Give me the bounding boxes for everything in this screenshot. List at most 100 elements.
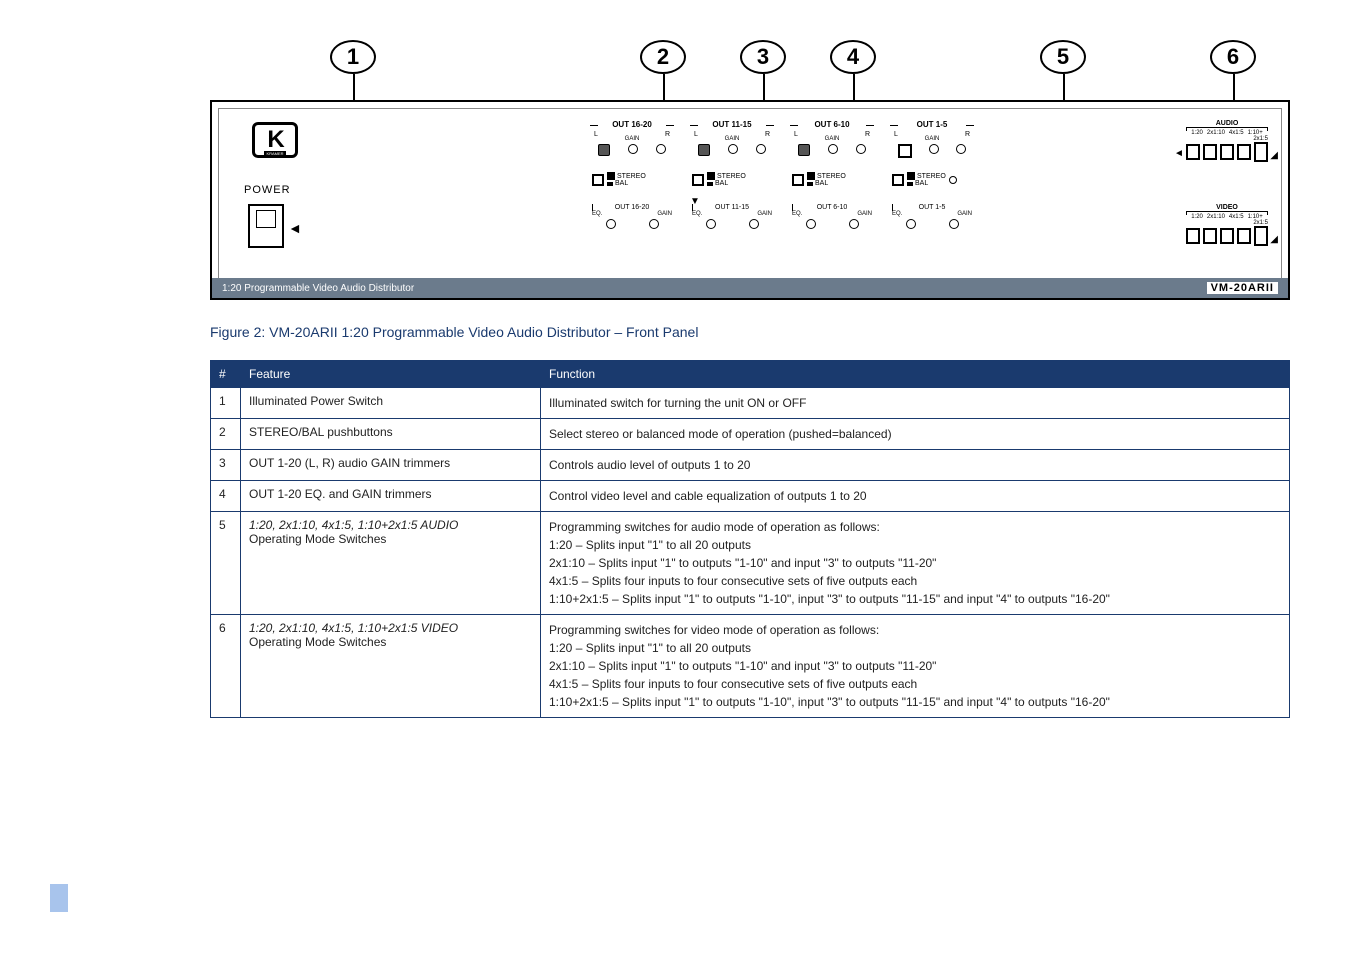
row-num: 3: [211, 450, 241, 481]
callout-bubble: 3: [740, 40, 786, 74]
mode-switch[interactable]: [1186, 144, 1200, 160]
mode-switch[interactable]: [1254, 226, 1268, 246]
gain-trimmer[interactable]: [698, 144, 710, 156]
bal-icon: [907, 182, 913, 186]
indicator-icon: [949, 176, 957, 184]
features-table: # Feature Function 1Illuminated Power Sw…: [210, 360, 1290, 718]
power-arrow-icon: ◄: [288, 220, 302, 236]
stereo-bal-group: STEREOBAL: [592, 168, 672, 187]
mode-switch[interactable]: [1220, 144, 1234, 160]
table-row: 4OUT 1-20 EQ. and GAIN trimmersControl v…: [211, 481, 1290, 512]
gain-trimmer[interactable]: [929, 144, 939, 154]
gain-trimmer[interactable]: [728, 144, 738, 154]
gain-trimmer[interactable]: [756, 144, 766, 154]
stereo-icon: [907, 172, 915, 180]
row-feature: Illuminated Power Switch: [241, 388, 541, 419]
col-function: Function: [541, 361, 1290, 388]
bal-icon: [807, 182, 813, 186]
callout-bubble: 4: [830, 40, 876, 74]
stereo-bal-button[interactable]: [692, 174, 704, 186]
video-out-group: OUT 6-10EQ.GAIN: [792, 204, 872, 229]
row-function: Controls audio level of outputs 1 to 20: [541, 450, 1290, 481]
mode-switch[interactable]: [1220, 228, 1234, 244]
gain-trimmer[interactable]: [956, 144, 966, 154]
stereo-icon: [707, 172, 715, 180]
table-row: 51:20, 2x1:10, 4x1:5, 1:10+2x1:5 AUDIOOp…: [211, 512, 1290, 615]
callout-4: 4: [830, 40, 876, 74]
row-function: Control video level and cable equalizati…: [541, 481, 1290, 512]
row-feature: OUT 1-20 (L, R) audio GAIN trimmers: [241, 450, 541, 481]
gain-trimmer[interactable]: [598, 144, 610, 156]
stereo-icon: [807, 172, 815, 180]
row-num: 2: [211, 419, 241, 450]
mode-switch[interactable]: [1203, 144, 1217, 160]
stereo-bal-button[interactable]: [592, 174, 604, 186]
mode-switch[interactable]: [1203, 228, 1217, 244]
callout-bubble: 2: [640, 40, 686, 74]
mode-switch[interactable]: [1237, 144, 1251, 160]
model-name: VM-20ARII: [1207, 282, 1278, 294]
side-decoration: [50, 884, 68, 912]
arrow-icon: ◄: [1174, 148, 1184, 159]
figure-caption: Figure 2: VM-20ARII 1:20 Programmable Vi…: [210, 324, 1295, 340]
callout-bubble: 1: [330, 40, 376, 74]
gain-trimmer[interactable]: [828, 144, 838, 154]
eq-trimmer[interactable]: [806, 219, 816, 229]
callout-5: 5: [1040, 40, 1086, 74]
video-out-group: OUT 1-5EQ.GAIN: [892, 204, 972, 229]
arrow-icon: ◢: [1270, 234, 1278, 245]
stereo-bal-button[interactable]: [892, 174, 904, 186]
stereo-icon: [607, 172, 615, 180]
gain-trimmer[interactable]: [628, 144, 638, 154]
table-row: 1Illuminated Power SwitchIlluminated swi…: [211, 388, 1290, 419]
stereo-bal-group: STEREOBAL: [692, 168, 772, 187]
gain-trimmer[interactable]: [856, 144, 866, 154]
table-row: 3OUT 1-20 (L, R) audio GAIN trimmersCont…: [211, 450, 1290, 481]
row-feature: OUT 1-20 EQ. and GAIN trimmers: [241, 481, 541, 512]
col-num: #: [211, 361, 241, 388]
row-num: 5: [211, 512, 241, 615]
row-num: 6: [211, 615, 241, 718]
gain-trimmer[interactable]: [656, 144, 666, 154]
stereo-bal-button[interactable]: [792, 174, 804, 186]
power-switch[interactable]: [248, 204, 284, 248]
callout-bubble: 5: [1040, 40, 1086, 74]
row-function: Illuminated switch for turning the unit …: [541, 388, 1290, 419]
mode-switch[interactable]: [1237, 228, 1251, 244]
row-function: Select stereo or balanced mode of operat…: [541, 419, 1290, 450]
video-out-group: OUT 16-20EQ.GAIN: [592, 204, 672, 229]
eq-trimmer[interactable]: [906, 219, 916, 229]
row-function: Programming switches for audio mode of o…: [541, 512, 1290, 615]
audio-out-group: OUT 1-5LRGAIN: [892, 120, 972, 158]
eq-trimmer[interactable]: [706, 219, 716, 229]
eq-trimmer[interactable]: [606, 219, 616, 229]
stereo-bal-group: STEREOBAL: [792, 168, 872, 187]
callout-bubble: 6: [1210, 40, 1256, 74]
audio-out-group: OUT 11-15LRGAIN: [692, 120, 772, 156]
callout-row: 1 2 3 4 5 6: [210, 40, 1275, 100]
video-out-group: OUT 11-15EQ.GAIN: [692, 204, 772, 229]
audio-out-group: OUT 6-10LRGAIN: [792, 120, 872, 156]
table-row: 2STEREO/BAL pushbuttonsSelect stereo or …: [211, 419, 1290, 450]
bal-icon: [607, 182, 613, 186]
row-num: 4: [211, 481, 241, 512]
gain-trimmer[interactable]: [798, 144, 810, 156]
kramer-logo: K KRAMER: [252, 122, 298, 158]
mode-switch[interactable]: [1254, 142, 1268, 162]
gain-trimmer[interactable]: [749, 219, 759, 229]
gain-trimmer[interactable]: [849, 219, 859, 229]
row-feature: 1:20, 2x1:10, 4x1:5, 1:10+2x1:5 VIDEOOpe…: [241, 615, 541, 718]
mode-switch[interactable]: [1186, 228, 1200, 244]
row-function: Programming switches for video mode of o…: [541, 615, 1290, 718]
row-feature: 1:20, 2x1:10, 4x1:5, 1:10+2x1:5 AUDIOOpe…: [241, 512, 541, 615]
callout-2: 2: [640, 40, 686, 74]
video-mode-switches: VIDEO 1:20 2x1:10 4x1:5 1:10+ 2x1:5 ◢: [1186, 204, 1268, 246]
arrow-icon: ◢: [1270, 150, 1278, 161]
callout-1: 1: [330, 40, 376, 74]
arrow-down-icon: ▼: [690, 196, 700, 207]
col-feature: Feature: [241, 361, 541, 388]
gain-trimmer[interactable]: [898, 144, 912, 158]
callout-3: 3: [740, 40, 786, 74]
gain-trimmer[interactable]: [649, 219, 659, 229]
gain-trimmer[interactable]: [949, 219, 959, 229]
